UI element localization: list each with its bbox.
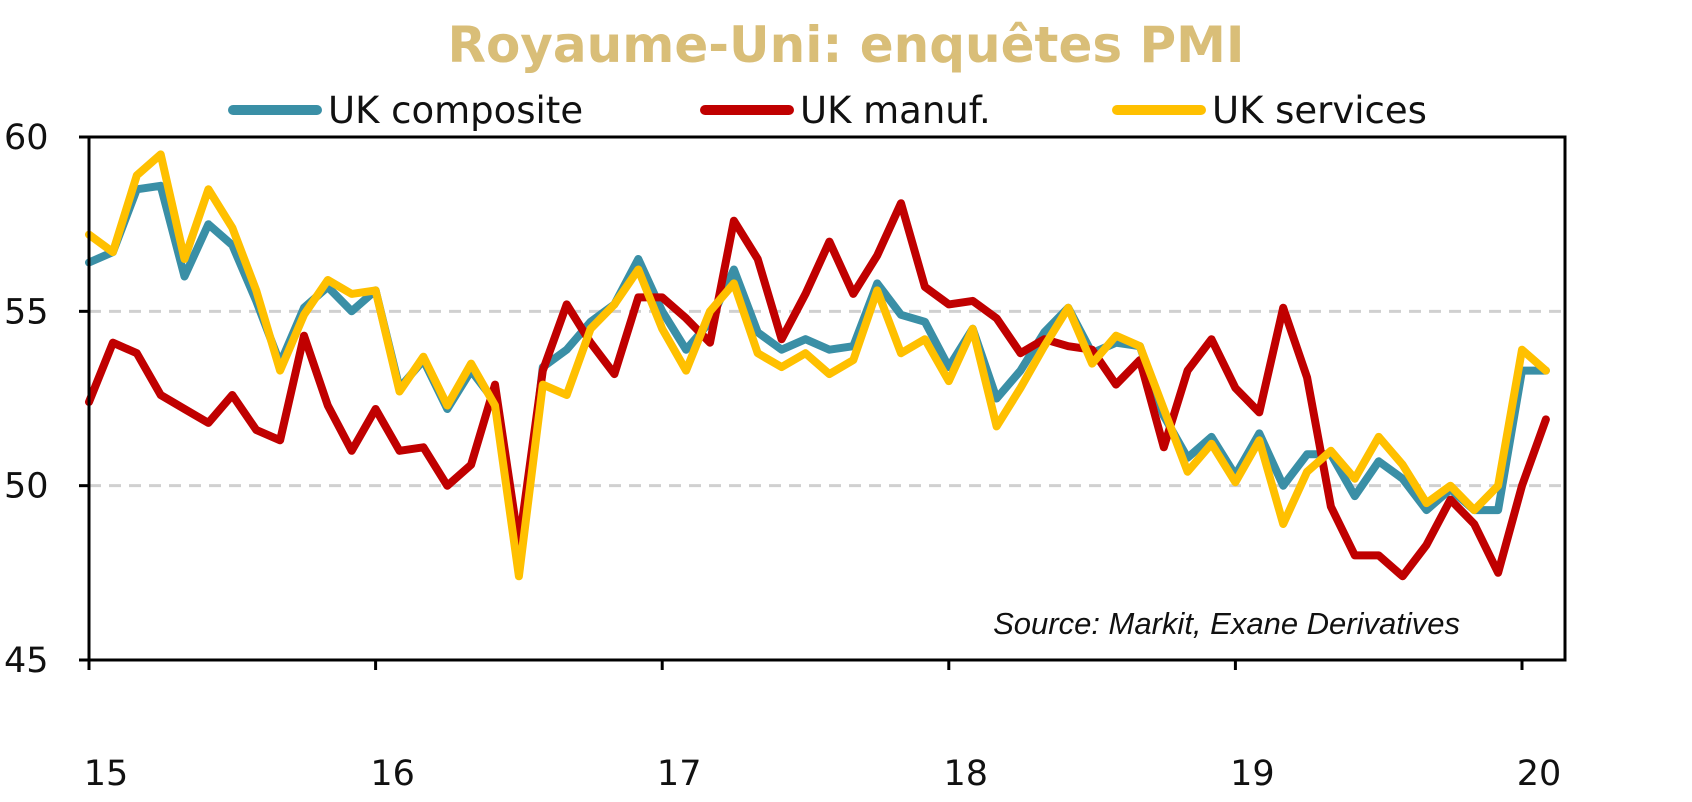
series-line-uk-composite <box>85 181 1550 577</box>
legend-item-uk-services: UK services <box>1112 86 1427 134</box>
y-tick-label-50: 50 <box>4 467 49 507</box>
legend-label-uk-services: UK services <box>1212 88 1427 132</box>
x-tick-label-20: 20 <box>1517 754 1562 794</box>
legend-item-uk-manuf: UK manuf. <box>700 86 991 134</box>
series-lines <box>85 150 1550 581</box>
y-tick-label-55: 55 <box>4 292 49 332</box>
legend-item-uk-composite: UK composite <box>228 86 583 134</box>
grid-lines <box>89 309 1565 488</box>
x-tick-label-18: 18 <box>944 754 989 794</box>
y-tick-label-45: 45 <box>4 641 49 681</box>
series-line-uk-manuf <box>85 199 1550 581</box>
legend-swatch-uk-services <box>1112 105 1206 115</box>
chart-title: Royaume-Uni: enquêtes PMI <box>447 16 1245 74</box>
y-tick-label-60: 60 <box>4 118 49 158</box>
legend-label-uk-composite: UK composite <box>328 88 584 132</box>
series-line-uk-services <box>85 150 1550 581</box>
x-tick-label-17: 17 <box>657 754 702 794</box>
legend-swatch-uk-composite <box>228 105 322 115</box>
plot-area-frame <box>87 135 1567 662</box>
legend-swatch-uk-manuf <box>700 105 794 115</box>
source-annotation: Source: Markit, Exane Derivatives <box>993 606 1460 641</box>
x-tick-label-16: 16 <box>370 754 415 794</box>
x-tick-label-19: 19 <box>1230 754 1275 794</box>
legend-label-uk-manuf: UK manuf. <box>800 88 991 132</box>
axis-ticks: 45 50 55 60 15 16 17 18 19 20 <box>4 118 1561 794</box>
x-tick-label-15: 15 <box>84 754 129 794</box>
